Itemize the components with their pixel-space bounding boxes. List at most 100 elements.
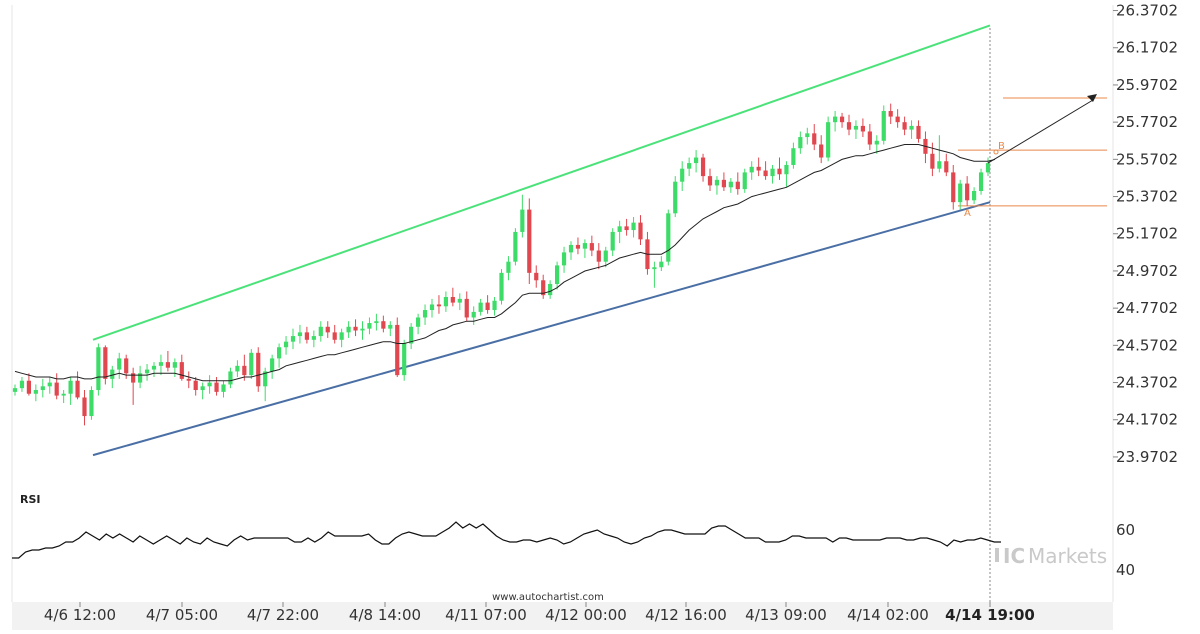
annotations: AB — [964, 94, 1097, 219]
y-axis: 26.3702 26.1702 25.9702 25.7702 25.5702 25.37… — [1113, 2, 1178, 466]
candle-body — [770, 168, 775, 177]
x-tick-label: 4/14 02:00 — [847, 606, 929, 624]
candle-body — [318, 326, 323, 337]
trend-channel — [92, 24, 991, 457]
candle-body — [624, 226, 629, 231]
candle-body — [881, 111, 886, 141]
rsi-panel: 60 40 — [12, 521, 1135, 579]
grid — [11, 5, 1114, 630]
candle-body — [846, 122, 852, 130]
candle-body — [353, 326, 358, 331]
candle-body — [826, 122, 831, 158]
candle-body — [242, 365, 247, 376]
y-tick-label: 24.5702 — [1116, 336, 1178, 354]
candle-body — [235, 365, 240, 372]
y-tick-label: 24.1702 — [1116, 411, 1178, 429]
rsi-line — [12, 521, 1001, 559]
logo-bar — [995, 548, 999, 562]
candle-body — [860, 125, 865, 132]
candle-body — [666, 213, 671, 262]
candle-body — [694, 157, 699, 164]
candle-body — [499, 272, 504, 301]
candle-body — [867, 131, 872, 145]
candle-body — [916, 125, 921, 139]
candle-body — [742, 172, 747, 190]
candle-body — [33, 390, 38, 394]
candle-body — [673, 181, 678, 214]
x-tick-label: 4/6 12:00 — [44, 606, 116, 624]
point-label-b: B — [998, 141, 1005, 152]
candle-body — [485, 302, 490, 311]
y-tick-label: 25.1702 — [1116, 225, 1178, 243]
candle-body — [367, 323, 372, 329]
candle-body — [833, 116, 838, 123]
x-axis: 4/6 12:00 4/7 05:00 4/7 22:00 4/8 14:00 4/11… — [44, 28, 1035, 624]
x-tick-label: 4/7 22:00 — [247, 606, 319, 624]
x-tick-label: 4/8 14:00 — [349, 606, 421, 624]
candle-body — [436, 304, 442, 307]
candle-body — [944, 161, 949, 173]
candle-body — [110, 369, 115, 379]
candle-body — [603, 250, 608, 262]
candle-body — [228, 371, 233, 385]
watermark: www.autochartist.com — [492, 592, 604, 603]
candle-body — [200, 386, 205, 391]
candle-body — [707, 176, 713, 186]
candle-body — [443, 297, 448, 307]
candle-body — [777, 168, 782, 175]
candle-body — [270, 358, 275, 372]
candle-body — [416, 317, 421, 327]
y-tick-label: 25.9702 — [1116, 76, 1178, 94]
candle-body — [221, 384, 226, 392]
candle-body — [687, 163, 692, 169]
candle-body — [610, 231, 615, 251]
candle-body — [617, 226, 622, 232]
candle-body — [360, 328, 365, 331]
candle-body — [791, 148, 796, 165]
candle-body — [457, 298, 462, 303]
candle-body — [47, 382, 52, 387]
candle-body — [165, 362, 170, 368]
candle-body — [631, 222, 636, 231]
candle-body — [207, 382, 212, 387]
candle-body — [388, 324, 393, 329]
candle-body — [82, 397, 87, 417]
candle-body — [131, 373, 136, 383]
x-tick-label: 4/12 16:00 — [645, 606, 727, 624]
candle-body — [12, 388, 18, 392]
candle-body — [158, 362, 164, 366]
candle-body — [26, 380, 31, 394]
y-tick-label: 25.5702 — [1116, 150, 1178, 168]
y-tick-label: 24.9702 — [1116, 262, 1178, 280]
candle-body — [429, 304, 435, 311]
candle-body — [256, 352, 261, 387]
candle-body — [985, 163, 991, 173]
x-tick-label: 4/13 09:00 — [745, 606, 827, 624]
y-tick-label: 26.3702 — [1116, 2, 1178, 20]
candle-body — [978, 172, 984, 191]
candle-body — [534, 272, 539, 281]
point-label-a: A — [964, 208, 971, 219]
candle-body — [721, 179, 726, 188]
point-marker-b — [993, 149, 999, 155]
y-tick-label: 25.7702 — [1116, 113, 1178, 131]
candle-body — [541, 280, 546, 296]
candle-body — [249, 352, 254, 376]
channel-lower-line — [92, 201, 991, 457]
candle-body — [19, 380, 25, 389]
candle-body — [714, 179, 720, 186]
projection-arrow-head — [1087, 94, 1097, 102]
candle-body — [972, 191, 977, 201]
candle-body — [40, 386, 45, 391]
candle-body — [853, 125, 859, 130]
candle-body — [492, 300, 497, 311]
candle-body — [54, 382, 59, 396]
candle-body — [895, 116, 900, 123]
candle-body — [138, 373, 143, 383]
candle-body — [402, 343, 407, 376]
rsi-title: RSI — [20, 493, 41, 506]
candle-body — [263, 371, 268, 387]
candle-body — [290, 336, 296, 342]
candle-body — [652, 267, 657, 270]
